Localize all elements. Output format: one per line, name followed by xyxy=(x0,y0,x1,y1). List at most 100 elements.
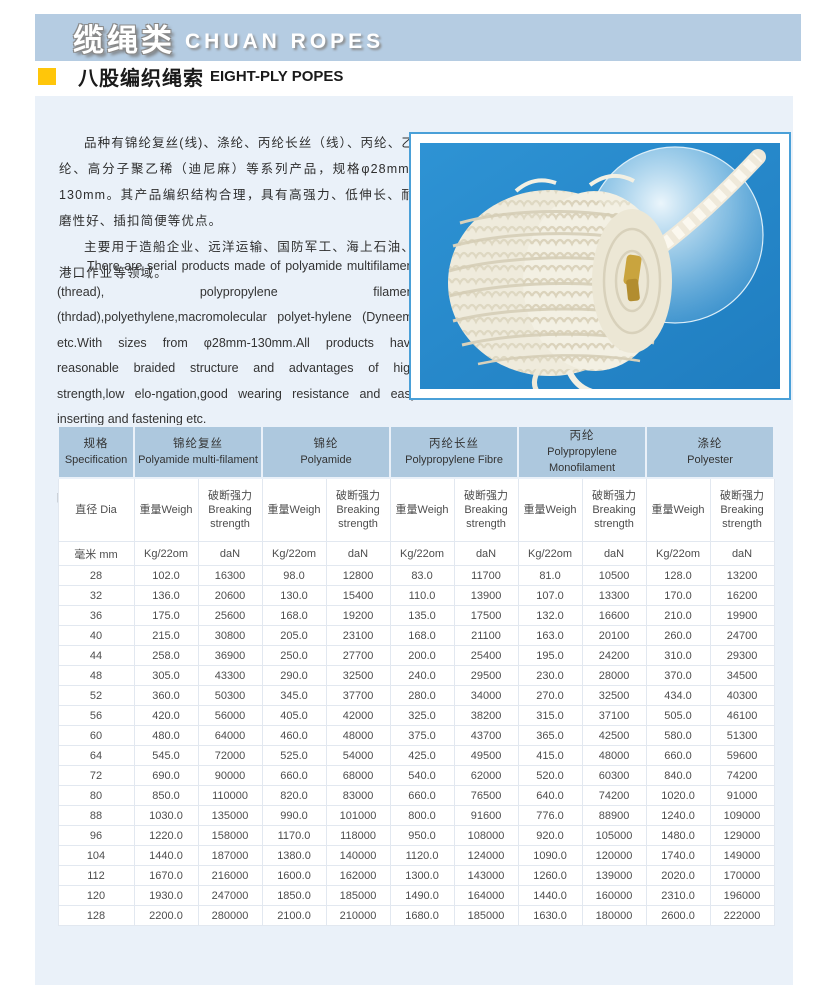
intro-zh-p1: 品种有锦纶复丝(线)、涤纶、丙纶长丝（线）、丙纶、乙纶、高分子聚乙稀（迪尼麻）等… xyxy=(59,136,415,228)
section-header: 八股编织绳索 EIGHT-PLY POPES xyxy=(38,65,343,90)
page-title-zh: 缆绳类 xyxy=(73,23,175,58)
cell-diameter: 56 xyxy=(57,705,135,726)
unit-strength: daN xyxy=(453,541,519,566)
content-panel: 品种有锦纶复丝(线)、涤纶、丙纶长丝（线）、丙纶、乙纶、高分子聚乙稀（迪尼麻）等… xyxy=(35,96,793,985)
cell-diameter: 64 xyxy=(57,745,135,766)
rope-coil xyxy=(448,173,672,389)
sub-header-weight: 重量Weigh xyxy=(261,477,327,542)
cell-weight: 195.0 xyxy=(517,645,583,666)
cell-strength: 20600 xyxy=(197,585,263,606)
cell-strength: 83000 xyxy=(325,785,391,806)
cell-strength: 21100 xyxy=(453,625,519,646)
cell-strength: 140000 xyxy=(325,845,391,866)
cell-diameter: 88 xyxy=(57,805,135,826)
cell-strength: 74200 xyxy=(709,765,775,786)
table-row: 128 2200.0 280000 2100.0 210000 1680.0 185000 1… xyxy=(57,905,775,926)
table-row: 56 420.0 56000 405.0 42000 325.0 38200 315.0 371… xyxy=(57,705,775,726)
cell-strength: 149000 xyxy=(709,845,775,866)
cell-strength: 59600 xyxy=(709,745,775,766)
sub-header-weight: 重量Weigh xyxy=(133,477,199,542)
table-row: 120 1930.0 247000 1850.0 185000 1490.0 164000 1… xyxy=(57,885,775,906)
cell-strength: 76500 xyxy=(453,785,519,806)
rope-illustration xyxy=(420,143,780,389)
cell-weight: 310.0 xyxy=(645,645,711,666)
cell-weight: 136.0 xyxy=(133,585,199,606)
cell-weight: 1240.0 xyxy=(645,805,711,826)
cell-strength: 43300 xyxy=(197,665,263,686)
cell-strength: 48000 xyxy=(581,745,647,766)
cell-strength: 10500 xyxy=(581,565,647,586)
cell-weight: 405.0 xyxy=(261,705,327,726)
cell-weight: 270.0 xyxy=(517,685,583,706)
cell-strength: 72000 xyxy=(197,745,263,766)
cell-diameter: 96 xyxy=(57,825,135,846)
cell-strength: 216000 xyxy=(197,865,263,886)
cell-weight: 800.0 xyxy=(389,805,455,826)
intro-en-p1: There are serial products made of polyam… xyxy=(57,259,417,426)
cell-strength: 247000 xyxy=(197,885,263,906)
cell-weight: 1740.0 xyxy=(645,845,711,866)
cell-weight: 210.0 xyxy=(645,605,711,626)
cell-diameter: 120 xyxy=(57,885,135,906)
unit-strength: daN xyxy=(709,541,775,566)
table-row: 88 1030.0 135000 990.0 101000 800.0 91600 776.0… xyxy=(57,805,775,826)
cell-weight: 280.0 xyxy=(389,685,455,706)
cell-strength: 43700 xyxy=(453,725,519,746)
cell-strength: 91600 xyxy=(453,805,519,826)
cell-weight: 1600.0 xyxy=(261,865,327,886)
cell-strength: 64000 xyxy=(197,725,263,746)
table-row: 40 215.0 30800 205.0 23100 168.0 21100 163.0 201… xyxy=(57,625,775,646)
cell-strength: 180000 xyxy=(581,905,647,926)
cell-strength: 51300 xyxy=(709,725,775,746)
cell-weight: 1220.0 xyxy=(133,825,199,846)
unit-weight: Kg/22om xyxy=(133,541,199,566)
cell-strength: 101000 xyxy=(325,805,391,826)
cell-weight: 2100.0 xyxy=(261,905,327,926)
cell-weight: 305.0 xyxy=(133,665,199,686)
cell-strength: 60300 xyxy=(581,765,647,786)
cell-weight: 1260.0 xyxy=(517,865,583,886)
cell-weight: 640.0 xyxy=(517,785,583,806)
col-header-material-2: 丙纶长丝 Polypropylene Fibre xyxy=(389,425,520,479)
cell-weight: 1170.0 xyxy=(261,825,327,846)
cell-strength: 30800 xyxy=(197,625,263,646)
unit-strength: daN xyxy=(581,541,647,566)
unit-weight: Kg/22om xyxy=(261,541,327,566)
cell-weight: 420.0 xyxy=(133,705,199,726)
cell-diameter: 28 xyxy=(57,565,135,586)
unit-weight: Kg/22om xyxy=(645,541,711,566)
cell-strength: 210000 xyxy=(325,905,391,926)
cell-weight: 690.0 xyxy=(133,765,199,786)
cell-weight: 425.0 xyxy=(389,745,455,766)
cell-weight: 168.0 xyxy=(389,625,455,646)
cell-weight: 540.0 xyxy=(389,765,455,786)
cell-weight: 1630.0 xyxy=(517,905,583,926)
sub-header-strength: 破断强力 Breaking strength xyxy=(453,477,519,542)
cell-weight: 315.0 xyxy=(517,705,583,726)
cell-weight: 2600.0 xyxy=(645,905,711,926)
cell-weight: 1020.0 xyxy=(645,785,711,806)
cell-strength: 222000 xyxy=(709,905,775,926)
cell-weight: 110.0 xyxy=(389,585,455,606)
cell-weight: 163.0 xyxy=(517,625,583,646)
cell-strength: 37100 xyxy=(581,705,647,726)
units-row: 毫米 mm Kg/22om daN Kg/22om daN Kg/22om da… xyxy=(57,541,775,566)
unit-dia: 毫米 mm xyxy=(57,541,135,566)
cell-strength: 23100 xyxy=(325,625,391,646)
cell-weight: 83.0 xyxy=(389,565,455,586)
table-row: 72 690.0 90000 660.0 68000 540.0 62000 520.0 603… xyxy=(57,765,775,786)
cell-strength: 42000 xyxy=(325,705,391,726)
cell-strength: 109000 xyxy=(709,805,775,826)
cell-weight: 215.0 xyxy=(133,625,199,646)
cell-weight: 200.0 xyxy=(389,645,455,666)
cell-strength: 49500 xyxy=(453,745,519,766)
cell-strength: 68000 xyxy=(325,765,391,786)
cell-strength: 16200 xyxy=(709,585,775,606)
material-header-row: 规格 Specification 锦纶复丝 Polyamide multi-fi… xyxy=(57,425,776,479)
unit-strength: daN xyxy=(197,541,263,566)
cell-strength: 32500 xyxy=(581,685,647,706)
cell-weight: 2310.0 xyxy=(645,885,711,906)
unit-weight: Kg/22om xyxy=(389,541,455,566)
table-row: 36 175.0 25600 168.0 19200 135.0 17500 132.0 166… xyxy=(57,605,775,626)
